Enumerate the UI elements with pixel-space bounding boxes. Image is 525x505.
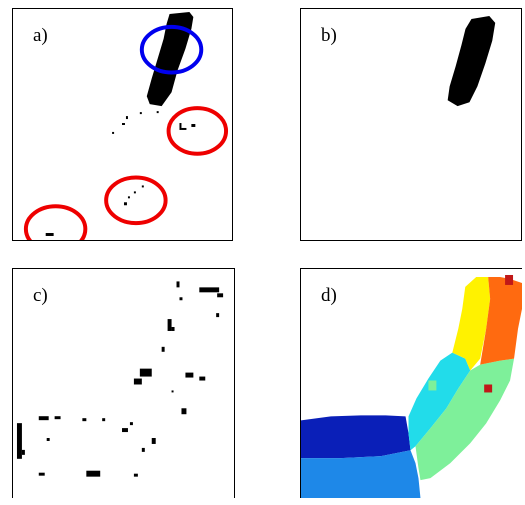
panel-b: b)	[300, 8, 522, 241]
noise-speck	[123, 202, 127, 206]
highlight-circle-red	[166, 106, 229, 156]
segment-orange	[480, 276, 522, 365]
highlight-circle-red	[104, 175, 168, 226]
noise-speck	[127, 196, 130, 199]
object-blob	[146, 12, 194, 107]
segment-dark-red	[505, 274, 514, 285]
panel-c: c)	[12, 268, 235, 498]
segment-dark-red	[484, 384, 493, 393]
noise-speck	[181, 127, 187, 130]
noise-speck	[122, 123, 125, 125]
edge-points	[16, 281, 224, 477]
panel-a: a)	[12, 8, 233, 241]
noise-speck	[141, 185, 144, 188]
noise-speck	[133, 191, 136, 194]
segment-yellow	[452, 276, 491, 371]
highlight-circle-blue	[139, 24, 204, 75]
segment-green-patch	[428, 380, 437, 391]
panel-d-image	[301, 274, 522, 498]
segment-cyan	[408, 352, 471, 451]
noise-speck	[139, 112, 142, 115]
noise-speck	[156, 111, 159, 114]
highlight-circle-red	[23, 204, 88, 240]
segment-dark-blue	[301, 415, 411, 459]
noise-speck	[45, 233, 54, 236]
noise-speck	[125, 116, 128, 120]
object-blob	[447, 15, 496, 107]
segment-light-blue	[301, 450, 421, 498]
panel-b-image	[447, 15, 496, 107]
panel-d: d)	[300, 268, 522, 498]
panel-b-label: b)	[321, 25, 337, 46]
panel-a-label: a)	[33, 25, 48, 46]
noise-speck	[191, 124, 196, 127]
panel-c-label: c)	[33, 285, 48, 306]
panel-d-label: d)	[321, 285, 337, 306]
noise-speck	[112, 131, 115, 134]
panel-a-image	[23, 12, 229, 240]
noise-speck	[179, 123, 182, 130]
panel-c-image	[16, 281, 224, 477]
